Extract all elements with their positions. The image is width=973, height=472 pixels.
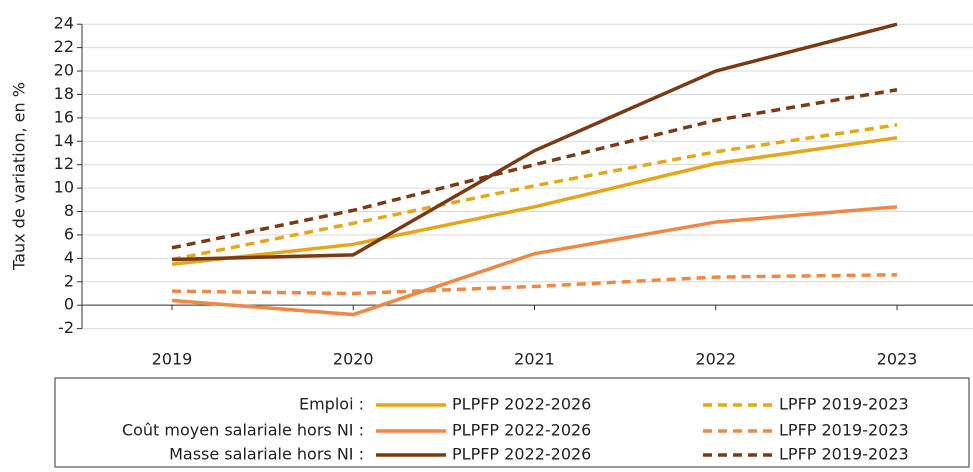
x-tick-label: 2019 xyxy=(152,350,193,369)
series-line xyxy=(171,88,898,250)
y-tick-label: 20 xyxy=(54,61,74,80)
legend-label: PLPFP 2022-2026 xyxy=(452,395,591,414)
y-tick-label: 2 xyxy=(64,271,74,290)
series-line xyxy=(171,22,898,262)
legend-label: LPFP 2019-2023 xyxy=(779,445,909,464)
legend-row-label: Masse salariale hors NI : xyxy=(169,445,364,464)
y-tick-label: 0 xyxy=(64,295,74,314)
y-tick-label: 12 xyxy=(54,154,74,173)
y-tick-label: 22 xyxy=(54,37,74,56)
y-tick-label: 10 xyxy=(54,178,74,197)
y-tick-label: 14 xyxy=(54,131,74,150)
series-line xyxy=(171,136,898,266)
x-tick-label: 2023 xyxy=(877,350,918,369)
y-tick-label: 24 xyxy=(54,14,74,33)
legend-label: PLPFP 2022-2026 xyxy=(452,421,591,440)
legend-label: PLPFP 2022-2026 xyxy=(452,445,591,464)
legend-row-label: Coût moyen salariale hors NI : xyxy=(122,421,364,440)
series-line xyxy=(171,272,898,296)
y-tick-label: 4 xyxy=(64,248,74,267)
legend-label: LPFP 2019-2023 xyxy=(779,421,909,440)
y-tick-label: -2 xyxy=(58,318,74,337)
legend-label: LPFP 2019-2023 xyxy=(779,395,909,414)
legend-row-label: Emploi : xyxy=(299,395,364,414)
y-tick-label: 6 xyxy=(64,224,74,243)
y-tick-label: 18 xyxy=(54,84,74,103)
x-tick-label: 2021 xyxy=(514,350,555,369)
series-line xyxy=(171,123,898,262)
y-tick-label: 16 xyxy=(54,107,74,126)
y-tick-label: 8 xyxy=(64,201,74,220)
x-tick-label: 2022 xyxy=(695,350,736,369)
y-axis-label: Taux de variation, en % xyxy=(10,82,29,271)
x-tick-label: 2020 xyxy=(333,350,374,369)
legend-box xyxy=(54,377,970,468)
series-line xyxy=(171,205,898,317)
